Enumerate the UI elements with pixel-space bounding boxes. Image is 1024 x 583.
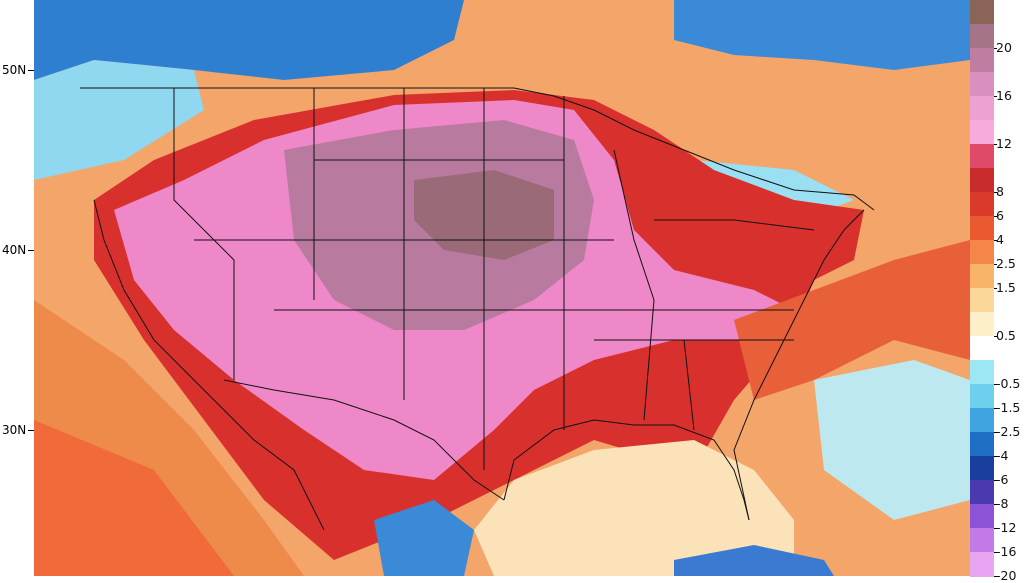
colorbar-label: 1.5 (996, 280, 1016, 295)
colorbar-tick (994, 96, 997, 97)
colorbar-label: -16 (996, 544, 1017, 559)
latitude-tick (28, 430, 34, 431)
colorbar-swatch (970, 312, 994, 337)
colorbar-tick (994, 552, 997, 553)
colorbar-swatch (970, 552, 994, 577)
colorbar-legend: 20 16 12 8 6 4 2.5 1.5 0.5 -0.5 -1.5 -2.5 -4 -6 -8 -12 -… (970, 0, 1024, 582)
colorbar-swatch (970, 96, 994, 121)
west-coast (93, 199, 325, 531)
colorbar-tick (994, 408, 997, 409)
colorbar-tick (994, 288, 997, 289)
colorbar-swatch (970, 432, 994, 457)
colorbar-tick (994, 192, 997, 193)
colorbar-swatch (970, 216, 994, 241)
state-line (173, 88, 235, 380)
colorbar-label: -2.5 (996, 424, 1021, 439)
colorbar-swatch (970, 504, 994, 529)
colorbar-label: -1.5 (996, 400, 1021, 415)
colorbar-tick (994, 528, 997, 529)
map-canvas (34, 0, 970, 576)
colorbar-swatch (970, 24, 994, 49)
northeast-border (513, 87, 875, 211)
latitude-label-50n: 50N (2, 63, 27, 77)
colorbar-tick (994, 264, 997, 265)
colorbar-tick (994, 384, 997, 385)
state-line (654, 219, 815, 231)
colorbar-label: 6 (996, 208, 1004, 223)
colorbar-label: -8 (996, 496, 1009, 511)
colorbar-label: 2.5 (996, 256, 1016, 271)
caribbean-cool-region (674, 545, 834, 576)
colorbar-swatch (970, 264, 994, 289)
colorbar-swatch (970, 288, 994, 313)
colorbar-swatch (970, 384, 994, 409)
colorbar-swatch (970, 480, 994, 505)
colorbar-label: -6 (996, 472, 1009, 487)
colorbar-label: -0.5 (996, 376, 1021, 391)
colorbar-swatch (970, 120, 994, 145)
us-mexico-border (223, 379, 505, 501)
colorbar-label: 16 (996, 88, 1012, 103)
colorbar-tick (994, 504, 997, 505)
colorbar-tick (994, 456, 997, 457)
colorbar-tick (994, 216, 997, 217)
colorbar-swatch (970, 528, 994, 553)
anomaly-map (34, 0, 970, 576)
colorbar-tick (994, 144, 997, 145)
colorbar-swatch (970, 192, 994, 217)
quebec-cold-region (674, 0, 970, 70)
colorbar-swatch (970, 408, 994, 433)
atlantic-warm-band (734, 240, 970, 400)
canada-cool-region (34, 60, 204, 180)
colorbar-tick (994, 240, 997, 241)
colorbar-swatch (970, 360, 994, 385)
colorbar-swatch (970, 72, 994, 97)
boundaries (80, 87, 875, 531)
gulf-coast (503, 419, 750, 521)
colorbar-swatch (970, 48, 994, 73)
mexico-cool-region (374, 500, 474, 576)
canada-cold-region (34, 0, 464, 80)
colorbar-swatch (970, 456, 994, 481)
state-line (613, 149, 655, 421)
colorbar-label: -12 (996, 520, 1017, 535)
latitude-tick (28, 250, 34, 251)
colorbar-tick (994, 480, 997, 481)
latitude-label-40n: 40N (2, 243, 27, 257)
colorbar-swatch (970, 0, 994, 25)
latitude-tick (28, 70, 34, 71)
colorbar-label: 8 (996, 184, 1004, 199)
colorbar-tick (994, 432, 997, 433)
gulf-of-mexico-region (474, 440, 794, 576)
colorbar-swatch (970, 168, 994, 193)
pacific-hot-region (34, 420, 234, 576)
colorbar-swatch (970, 336, 994, 361)
atlantic-cool-region (814, 360, 970, 520)
east-coast (733, 209, 865, 521)
state-line (683, 339, 695, 431)
colorbar-tick (994, 336, 997, 337)
latitude-label-30n: 30N (2, 423, 27, 437)
colorbar-label: 12 (996, 136, 1012, 151)
colorbar-label: -4 (996, 448, 1009, 463)
colorbar-swatch (970, 240, 994, 265)
colorbar-label: 0.5 (996, 328, 1016, 343)
colorbar-tick (994, 48, 997, 49)
colorbar-swatch (970, 144, 994, 169)
colorbar-label: 20 (996, 40, 1012, 55)
colorbar-label: 4 (996, 232, 1004, 247)
